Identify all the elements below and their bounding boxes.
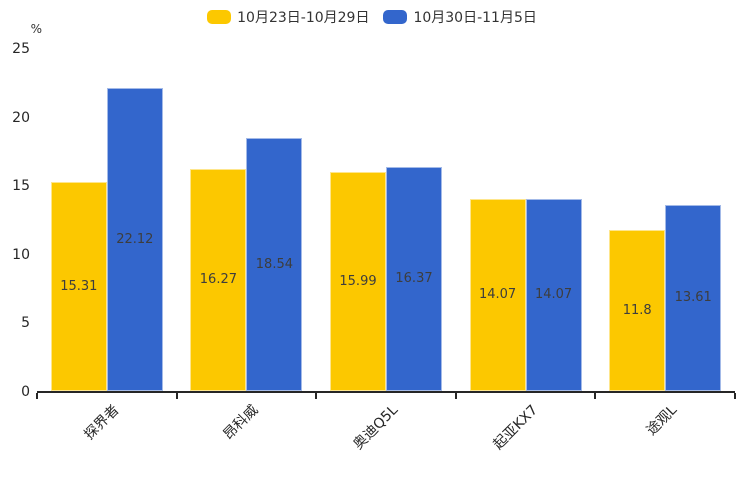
bar-value-label: 13.61 xyxy=(674,290,712,306)
x-tick-label-奥迪Q5L: 奥迪Q5L xyxy=(350,402,402,453)
x-axis-line xyxy=(37,390,735,393)
x-tick-mark xyxy=(315,392,318,399)
legend-item-series-0[interactable]: 10月23日-10月29日 xyxy=(207,7,369,27)
x-tick-mark xyxy=(594,392,597,399)
x-tick-mark xyxy=(454,392,457,399)
legend-swatch-icon xyxy=(207,10,232,24)
bar-series-1-起亚KX7[interactable] xyxy=(525,198,582,392)
y-tick-label: 25 xyxy=(12,41,30,57)
bar-value-label: 15.31 xyxy=(60,278,98,294)
y-tick-label: 5 xyxy=(21,315,30,331)
bar-series-1-奥迪Q5L[interactable] xyxy=(386,167,442,392)
bar-value-label: 14.07 xyxy=(478,287,517,303)
x-tick-label-起亚KX7: 起亚KX7 xyxy=(490,402,542,453)
bar-value-label: 11.8 xyxy=(622,302,652,318)
y-tick-label: 20 xyxy=(12,109,30,126)
legend-label: 10月30日-11月5日 xyxy=(413,10,537,26)
bar-value-label: 14.07 xyxy=(534,287,573,303)
bar-series-0-昂科威[interactable] xyxy=(190,168,247,392)
x-tick-label-途观L: 途观L xyxy=(644,402,681,439)
y-tick-label: 0 xyxy=(21,383,30,400)
x-tick-label-探界者: 探界者 xyxy=(81,402,123,444)
legend-label: 10月23日-10月29日 xyxy=(237,10,370,26)
x-tick-mark xyxy=(734,392,736,399)
y-tick-label: 10 xyxy=(12,246,30,263)
x-tick-mark xyxy=(175,392,178,399)
legend-swatch-icon xyxy=(383,10,408,24)
bar-value-label: 22.12 xyxy=(116,231,154,247)
x-tick-label-昂科威: 昂科威 xyxy=(220,402,262,444)
bar-value-label: 18.54 xyxy=(255,256,293,272)
bar-value-label: 16.27 xyxy=(199,272,237,288)
bar-series-1-途观L[interactable] xyxy=(665,205,722,392)
legend-item-series-1[interactable]: 10月30日-11月5日 xyxy=(383,7,537,27)
bar-series-0-起亚KX7[interactable] xyxy=(469,198,526,392)
bar-series-1-昂科威[interactable] xyxy=(246,137,303,392)
x-tick-mark xyxy=(36,392,38,399)
bar-value-label: 16.37 xyxy=(395,271,433,287)
bar-series-0-途观L[interactable] xyxy=(609,229,666,392)
bar-series-1-探界者[interactable] xyxy=(106,88,163,392)
legend: 10月23日-10月29日 10月30日-11月5日 xyxy=(0,7,744,27)
bar-series-0-奥迪Q5L[interactable] xyxy=(330,172,386,392)
y-axis-unit-label: % xyxy=(30,22,42,36)
bar-value-label: 15.99 xyxy=(339,273,377,289)
y-tick-label: 15 xyxy=(12,178,30,194)
